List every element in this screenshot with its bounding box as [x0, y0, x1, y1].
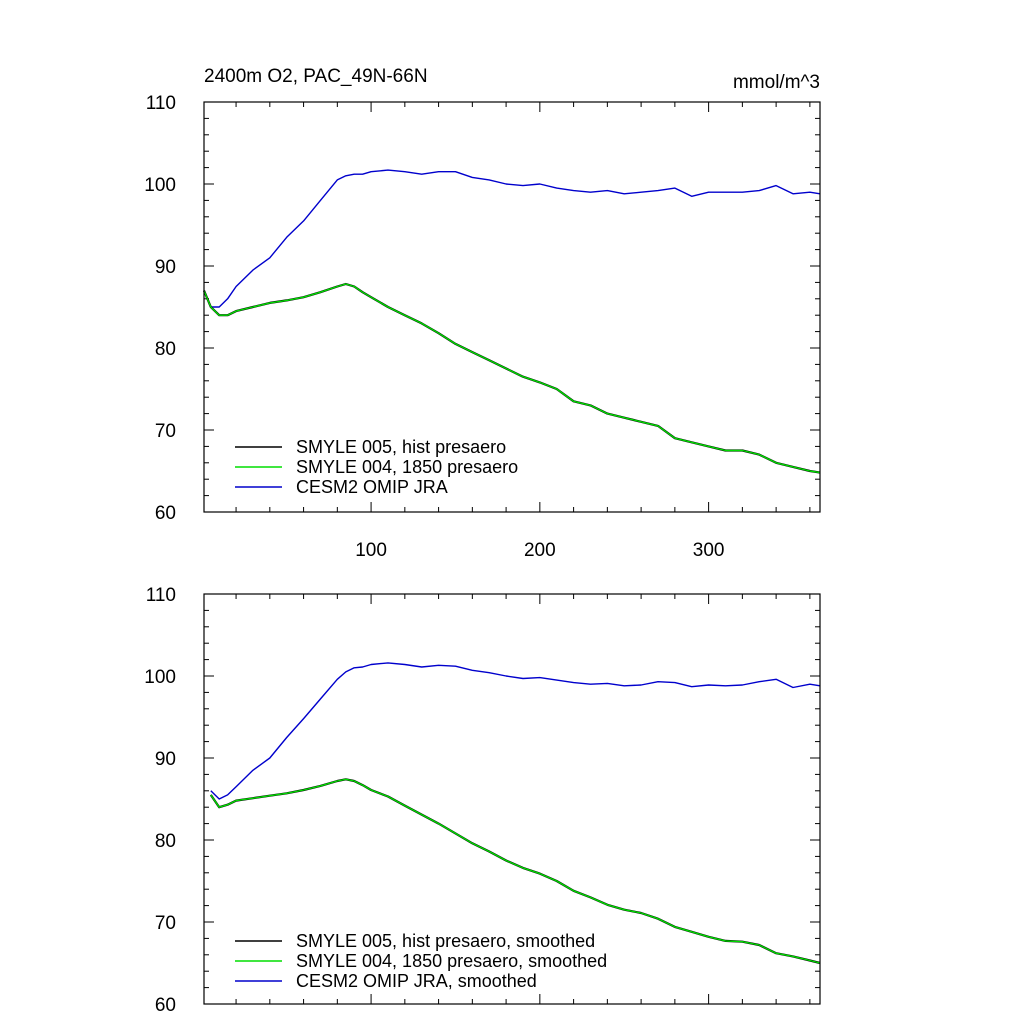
panel-title: 2400m O2, PAC_49N-66N — [204, 66, 428, 87]
y-tick-label: 60 — [155, 995, 176, 1016]
y-tick-label: 90 — [155, 749, 176, 770]
y-tick-label: 100 — [144, 667, 176, 688]
x-tick-label: 100 — [355, 540, 387, 561]
series-line-3 — [210, 662, 821, 800]
legend: SMYLE 005, hist presaero, smoothedSMYLE … — [235, 931, 607, 991]
plot-area — [209, 662, 821, 965]
legend-label: SMYLE 004, 1850 presaero — [296, 457, 518, 477]
plot-frame — [203, 593, 821, 1005]
series-line-2 — [203, 283, 821, 474]
axes-ticks: 60 70 80 90 100 110 100 200 300 — [144, 93, 820, 561]
legend-label: CESM2 OMIP JRA — [296, 477, 448, 497]
units-label: mmol/m^3 — [733, 72, 820, 93]
legend-label: SMYLE 004, 1850 presaero, smoothed — [296, 951, 607, 971]
y-tick-label: 110 — [146, 93, 176, 114]
top-panel: 2400m O2, PAC_49N-66N mmol/m^3 60 70 80 90 1… — [144, 66, 821, 561]
series-line-2 — [210, 778, 821, 964]
x-tick-label: 200 — [524, 540, 556, 561]
legend-label: SMYLE 005, hist presaero — [296, 437, 506, 457]
series-line-3 — [203, 169, 821, 308]
y-tick-label: 80 — [155, 831, 176, 852]
legend-label: SMYLE 005, hist presaero, smoothed — [296, 931, 595, 951]
bottom-panel: 60 70 80 90 100 110 SMYLE 005, hist presaero,… — [144, 585, 821, 1016]
y-tick-label: 80 — [155, 339, 176, 360]
y-tick-label: 100 — [144, 175, 176, 196]
y-tick-label: 70 — [155, 913, 176, 934]
legend-label: CESM2 OMIP JRA, smoothed — [296, 971, 537, 991]
axes-ticks: 60 70 80 90 100 110 — [144, 585, 820, 1016]
plot-frame — [203, 101, 821, 513]
plot-area — [202, 169, 821, 474]
y-tick-label: 110 — [146, 585, 176, 606]
y-tick-label: 90 — [155, 257, 176, 278]
y-tick-label: 70 — [155, 421, 176, 442]
x-tick-label: 300 — [693, 540, 725, 561]
y-tick-label: 60 — [155, 503, 176, 524]
